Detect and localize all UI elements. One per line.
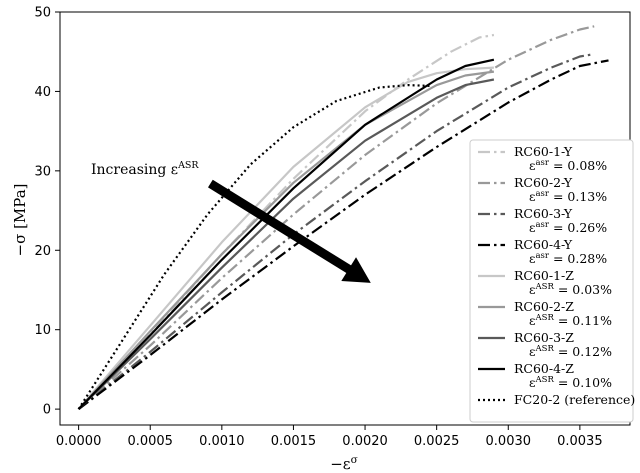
legend-label-1: RC60-2-Y	[514, 175, 573, 190]
series-line-6	[77, 78, 495, 410]
y-tick-label: 10	[34, 323, 51, 338]
legend-label-0: RC60-1-Y	[514, 144, 573, 159]
legend-label-5: RC60-2-Z	[514, 299, 574, 314]
y-axis-label: −σ [MPa]	[11, 183, 29, 256]
x-tick-label: 0.0030	[486, 434, 532, 449]
legend-label-3: RC60-4-Y	[514, 237, 573, 252]
x-tick-label: 0.0005	[127, 434, 173, 449]
legend-sublabel-2: εasr = 0.26%	[529, 220, 607, 235]
legend-box	[469, 139, 634, 423]
legend-label-2: RC60-3-Y	[514, 206, 573, 221]
x-tick-label: 0.0015	[271, 434, 317, 449]
x-tick-label: 0.0000	[56, 434, 102, 449]
legend-label-4: RC60-1-Z	[514, 268, 574, 283]
series-line-7	[77, 58, 495, 410]
x-tick-label: 0.0025	[414, 434, 460, 449]
legend-sublabel-5: εASR = 0.11%	[529, 313, 612, 328]
y-tick-label: 0	[43, 403, 51, 418]
y-tick-label: 20	[34, 244, 51, 259]
annotation-layer: Increasing εASR	[91, 160, 371, 283]
legend-sublabel-6: εASR = 0.12%	[529, 344, 612, 359]
increasing-asr-arrow-head	[341, 257, 371, 283]
y-tick-label: 30	[34, 164, 51, 179]
legend-label-8: FC20-2 (reference)	[514, 392, 635, 407]
x-axis-label: −εσ	[330, 454, 358, 473]
x-tick-label: 0.0010	[199, 434, 245, 449]
legend-sublabel-3: εasr = 0.28%	[529, 251, 607, 266]
legend-sublabel-1: εasr = 0.13%	[529, 189, 607, 204]
series-layer	[77, 25, 609, 410]
y-tick-label: 50	[34, 6, 51, 21]
legend-sublabel-7: εASR = 0.10%	[529, 375, 612, 390]
legend-sublabel-0: εasr = 0.08%	[529, 158, 607, 173]
series-line-2	[77, 53, 595, 410]
annotation-superscript: ASR	[177, 160, 199, 171]
series-line-5	[77, 70, 495, 410]
annotation-text: Increasing εASR	[91, 160, 199, 178]
series-line-4	[77, 66, 494, 410]
series-line-8	[77, 83, 430, 410]
x-tick-label: 0.0020	[342, 434, 388, 449]
x-tick-label: 0.0035	[557, 434, 603, 449]
increasing-asr-arrow	[208, 179, 353, 275]
legend-label-7: RC60-4-Z	[514, 361, 574, 376]
series-line-1	[77, 25, 595, 410]
y-tick-label: 40	[34, 85, 51, 100]
legend-label-6: RC60-3-Z	[514, 330, 574, 345]
legend-sublabel-4: εASR = 0.03%	[529, 282, 612, 297]
y-axis-ticks: 0 10 20 30 40 50	[34, 6, 60, 418]
series-line-3	[77, 59, 609, 410]
x-axis-ticks: 0.0000 0.0005 0.0010 0.0015 0.0020 0.0025 0.00…	[56, 425, 603, 449]
